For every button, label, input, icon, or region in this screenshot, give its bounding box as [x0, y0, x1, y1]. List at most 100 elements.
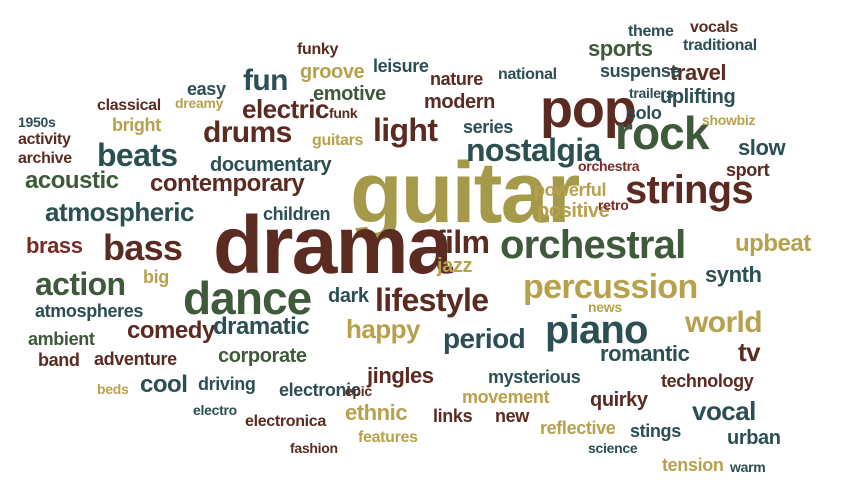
- cloud-word: world: [685, 306, 763, 339]
- cloud-word: electronic: [279, 380, 361, 400]
- cloud-word: orchestra: [578, 158, 640, 174]
- cloud-word: documentary: [210, 154, 332, 176]
- cloud-word: dark: [328, 285, 369, 307]
- cloud-word: dreamy: [175, 95, 224, 111]
- cloud-word: reflective: [540, 418, 616, 438]
- cloud-word: emotive: [313, 83, 386, 105]
- cloud-word: archive: [18, 150, 72, 167]
- cloud-word: warm: [730, 459, 766, 475]
- cloud-word: sports: [588, 36, 653, 61]
- cloud-word: ambient: [28, 329, 95, 349]
- cloud-word: bass: [103, 227, 183, 268]
- cloud-word: children: [263, 204, 331, 224]
- cloud-word: guitar: [350, 145, 580, 241]
- cloud-word: synth: [705, 262, 762, 287]
- cloud-word: percussion: [523, 268, 698, 306]
- cloud-word: adventure: [94, 349, 177, 369]
- cloud-word: science: [588, 440, 638, 456]
- cloud-word: stings: [630, 421, 681, 441]
- cloud-word: links: [433, 406, 473, 426]
- cloud-word: solo: [626, 103, 662, 123]
- cloud-word: drama: [213, 200, 453, 291]
- cloud-word: contemporary: [150, 170, 305, 197]
- cloud-word: traditional: [683, 37, 757, 54]
- cloud-word: light: [373, 112, 438, 148]
- cloud-word: electronica: [245, 413, 326, 430]
- cloud-word: atmospheres: [35, 301, 144, 321]
- cloud-word: national: [498, 66, 557, 83]
- cloud-word: series: [463, 117, 513, 137]
- cloud-word: cool: [140, 371, 188, 398]
- cloud-word: vocals: [690, 19, 738, 36]
- cloud-word: tv: [738, 337, 761, 367]
- cloud-word: new: [495, 406, 529, 426]
- cloud-word: atmospheric: [45, 197, 194, 227]
- cloud-word: leisure: [373, 56, 429, 76]
- cloud-word: vocal: [692, 396, 756, 426]
- cloud-word: epic: [345, 383, 372, 399]
- cloud-word: fashion: [290, 440, 338, 456]
- cloud-word: classical: [97, 97, 161, 114]
- cloud-word: travel: [670, 60, 727, 85]
- cloud-word: dance: [183, 272, 312, 324]
- cloud-word: showbiz: [702, 112, 756, 128]
- cloud-word: features: [358, 429, 418, 446]
- cloud-word: dramatic: [213, 313, 310, 340]
- cloud-word: nature: [430, 69, 483, 89]
- cloud-word: nostalgia: [466, 132, 601, 168]
- cloud-word: beats: [97, 137, 178, 173]
- cloud-word: big: [143, 267, 169, 287]
- cloud-word: orchestral: [500, 223, 686, 267]
- cloud-word: pop: [540, 79, 637, 139]
- cloud-word: news: [588, 299, 622, 315]
- cloud-word: driving: [198, 374, 256, 394]
- cloud-word: mysterious: [488, 367, 581, 387]
- cloud-word: retro: [598, 197, 629, 213]
- cloud-word: funk: [329, 105, 358, 121]
- cloud-word: bright: [112, 115, 161, 135]
- cloud-word: easy: [187, 79, 226, 99]
- cloud-word: fun: [243, 64, 288, 97]
- cloud-word: activity: [18, 131, 71, 148]
- cloud-word: jazz: [437, 255, 473, 277]
- cloud-word: ethnic: [345, 400, 408, 425]
- cloud-word: upbeat: [735, 230, 811, 257]
- cloud-word: movement: [462, 387, 550, 407]
- cloud-word: modern: [424, 91, 495, 113]
- cloud-word: funky: [297, 41, 339, 58]
- cloud-word: technology: [661, 371, 754, 391]
- cloud-word: 1950s: [18, 114, 56, 130]
- cloud-word: action: [35, 266, 126, 302]
- cloud-word: lifestyle: [375, 282, 489, 318]
- cloud-word: positive: [537, 200, 610, 222]
- cloud-word: jingles: [367, 363, 434, 388]
- cloud-word: film: [435, 224, 490, 260]
- cloud-word: electro: [193, 402, 237, 418]
- cloud-word: sport: [726, 160, 770, 180]
- cloud-word: piano: [545, 308, 648, 352]
- cloud-word: beds: [97, 381, 129, 397]
- cloud-word: happy: [346, 314, 420, 344]
- cloud-word: quirky: [590, 389, 648, 411]
- cloud-word: period: [443, 323, 526, 354]
- cloud-word: rock: [615, 107, 709, 159]
- cloud-word: band: [38, 350, 80, 370]
- cloud-word: romantic: [600, 341, 690, 366]
- cloud-word: drums: [203, 116, 292, 149]
- cloud-word: theme: [628, 23, 674, 40]
- cloud-word: groove: [300, 61, 365, 83]
- cloud-word: slow: [738, 135, 786, 160]
- cloud-word: trailers: [629, 85, 674, 101]
- cloud-word: urban: [727, 427, 781, 449]
- cloud-word: guitars: [312, 132, 364, 149]
- cloud-word: uplifting: [660, 86, 736, 108]
- cloud-word: acoustic: [25, 167, 119, 194]
- cloud-word: tension: [662, 455, 724, 475]
- cloud-word: powerful: [534, 180, 607, 200]
- cloud-word: electric: [242, 94, 329, 124]
- cloud-word: suspense: [600, 61, 681, 81]
- cloud-word: strings: [625, 168, 754, 212]
- cloud-word: corporate: [218, 345, 307, 367]
- cloud-word: comedy: [127, 317, 215, 344]
